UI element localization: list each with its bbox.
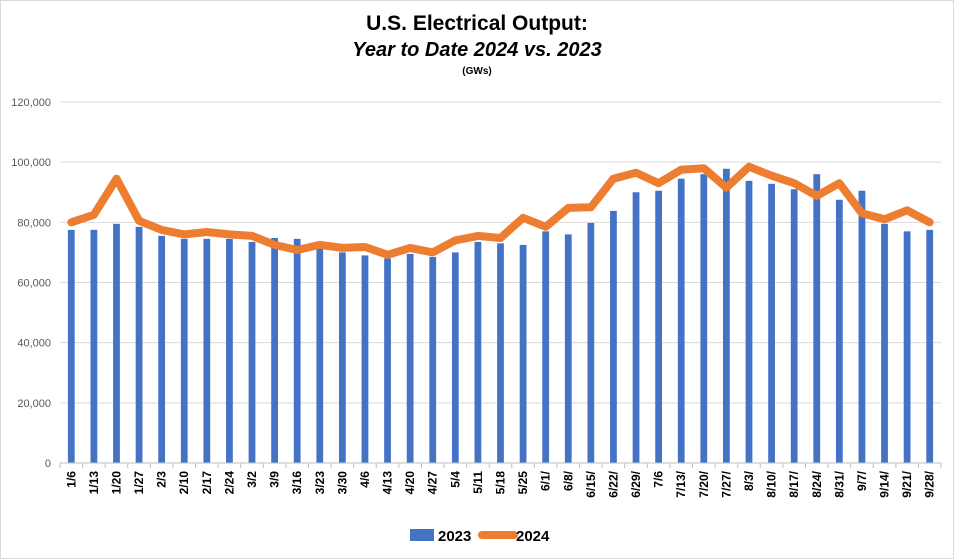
x-tick-label: 5/18 (494, 471, 508, 495)
x-tick-label: 6/8/ (561, 470, 575, 491)
bar-2023 (790, 189, 798, 463)
x-tick-label: 6/22/ (606, 470, 620, 497)
bar-2023 (474, 241, 482, 463)
x-tick-label: 6/1/ (539, 470, 553, 491)
legend-label-2024: 2024 (516, 528, 550, 545)
x-tick-label: 3/16 (290, 471, 304, 495)
x-tick-label: 2/17 (200, 471, 214, 495)
bar-2023 (67, 229, 75, 463)
bar-2023 (406, 253, 414, 463)
x-tick-label: 5/11 (471, 471, 485, 494)
y-tick-label: 80,000 (17, 217, 51, 229)
bar-2023 (293, 238, 301, 463)
bar-2023 (723, 168, 730, 463)
y-tick-label: 0 (45, 458, 51, 470)
y-tick-label: 100,000 (11, 157, 51, 169)
bar-2023 (564, 234, 572, 463)
x-tick-label: 4/13 (381, 471, 395, 495)
x-tick-label: 9/28/ (923, 470, 937, 497)
bar-2023 (271, 237, 278, 463)
x-tick-label: 6/15/ (584, 470, 598, 497)
x-tick-label: 3/2 (245, 471, 259, 488)
bar-2023 (926, 229, 934, 463)
bar-2023 (248, 241, 256, 463)
bar-2023 (542, 231, 550, 463)
bar-2023 (677, 178, 685, 463)
bar-2023 (158, 235, 166, 463)
x-tick-label: 1/27 (132, 471, 146, 495)
legend: 2023 2024 (410, 528, 550, 545)
bar-2023 (745, 180, 753, 463)
bar-2023 (203, 238, 211, 463)
bar-series-2023 (67, 168, 934, 464)
x-tick-label: 7/13/ (674, 470, 688, 497)
x-tick-label: 9/7/ (855, 470, 869, 491)
x-tick-label: 8/17/ (787, 470, 801, 497)
x-tick-label: 1/6 (64, 471, 78, 488)
bar-2023 (768, 183, 775, 463)
x-tick-label: 4/27 (426, 471, 440, 495)
x-tick-label: 3/30 (335, 471, 349, 495)
bar-2023 (519, 244, 527, 463)
x-tick-label: 3/23 (313, 471, 327, 495)
bar-2023 (632, 192, 640, 463)
legend-swatch-2023 (410, 529, 434, 541)
bar-2023 (700, 174, 708, 463)
line-2024 (67, 162, 934, 259)
bar-2023 (90, 229, 98, 463)
line-series-2024 (67, 162, 934, 259)
bar-2023 (655, 190, 663, 463)
chart-title-block: U.S. Electrical Output: Year to Date 202… (1, 11, 953, 79)
x-tick-label: 2/24 (222, 471, 236, 495)
y-tick-label: 40,000 (17, 338, 51, 350)
bar-2023 (881, 223, 888, 463)
x-tick-label: 5/4 (448, 471, 462, 488)
chart-units-label: (GWs) (462, 66, 492, 77)
y-tick-label: 120,000 (11, 97, 51, 109)
x-tick-label: 2/3 (155, 471, 169, 488)
axes: 0 20,000 40,000 60,000 80,000 100,000 120,000 1… (11, 97, 942, 498)
bar-2023 (610, 210, 617, 463)
bar-2023 (180, 238, 188, 463)
bar-2023 (858, 190, 866, 463)
bar-2023 (903, 231, 911, 463)
bar-2023 (384, 258, 391, 463)
x-tick-label: 8/10/ (765, 470, 779, 497)
bar-2023 (429, 256, 437, 463)
bar-2023 (497, 243, 504, 463)
bar-2023 (338, 252, 346, 463)
x-tick-label: 7/27/ (719, 470, 733, 497)
x-tick-label: 5/25 (516, 471, 530, 495)
bar-2023 (316, 246, 324, 463)
x-tick-label: 4/20 (403, 471, 417, 495)
x-tick-label: 9/14/ (878, 470, 892, 497)
x-tick-label: 8/24/ (810, 470, 824, 497)
bar-2023 (587, 222, 595, 463)
chart-title: U.S. Electrical Output: (366, 12, 588, 35)
x-tick-label: 9/21/ (900, 470, 914, 497)
x-tick-label: 7/20/ (697, 470, 711, 497)
bar-2023 (813, 174, 821, 463)
bar-2023 (361, 255, 369, 463)
legend-label-2023: 2023 (438, 528, 471, 545)
x-tick-label: 1/13 (87, 471, 101, 495)
x-tick-label: 6/29/ (629, 470, 643, 497)
x-tick-label: 1/20 (109, 471, 123, 495)
y-tick-label: 60,000 (17, 278, 51, 290)
x-tick-label: 3/9 (268, 471, 282, 488)
chart-subtitle: Year to Date 2024 vs. 2023 (352, 39, 602, 61)
bar-2023 (135, 226, 143, 463)
x-tick-label: 8/31/ (832, 470, 846, 497)
bar-2023 (835, 199, 843, 464)
y-tick-label: 20,000 (17, 398, 51, 410)
bar-2023 (226, 238, 233, 463)
x-tick-label: 8/3/ (742, 470, 756, 491)
x-tick-label: 4/6 (358, 471, 372, 488)
bar-2023 (113, 223, 120, 463)
x-tick-label: 7/6 (652, 471, 666, 488)
bar-2023 (451, 252, 459, 463)
x-tick-label: 2/10 (177, 471, 191, 495)
